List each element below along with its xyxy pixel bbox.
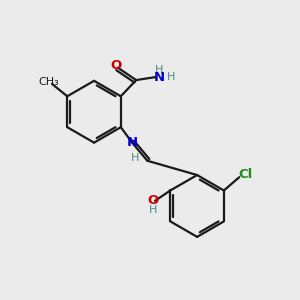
Text: O: O bbox=[147, 194, 158, 207]
Text: H: H bbox=[131, 153, 139, 164]
Text: O: O bbox=[110, 59, 121, 72]
Text: N: N bbox=[127, 136, 138, 149]
Text: N: N bbox=[154, 70, 165, 84]
Text: H: H bbox=[155, 65, 163, 75]
Text: CH₃: CH₃ bbox=[38, 76, 59, 86]
Text: Cl: Cl bbox=[238, 168, 253, 182]
Text: H: H bbox=[167, 72, 175, 82]
Text: H: H bbox=[148, 205, 157, 214]
